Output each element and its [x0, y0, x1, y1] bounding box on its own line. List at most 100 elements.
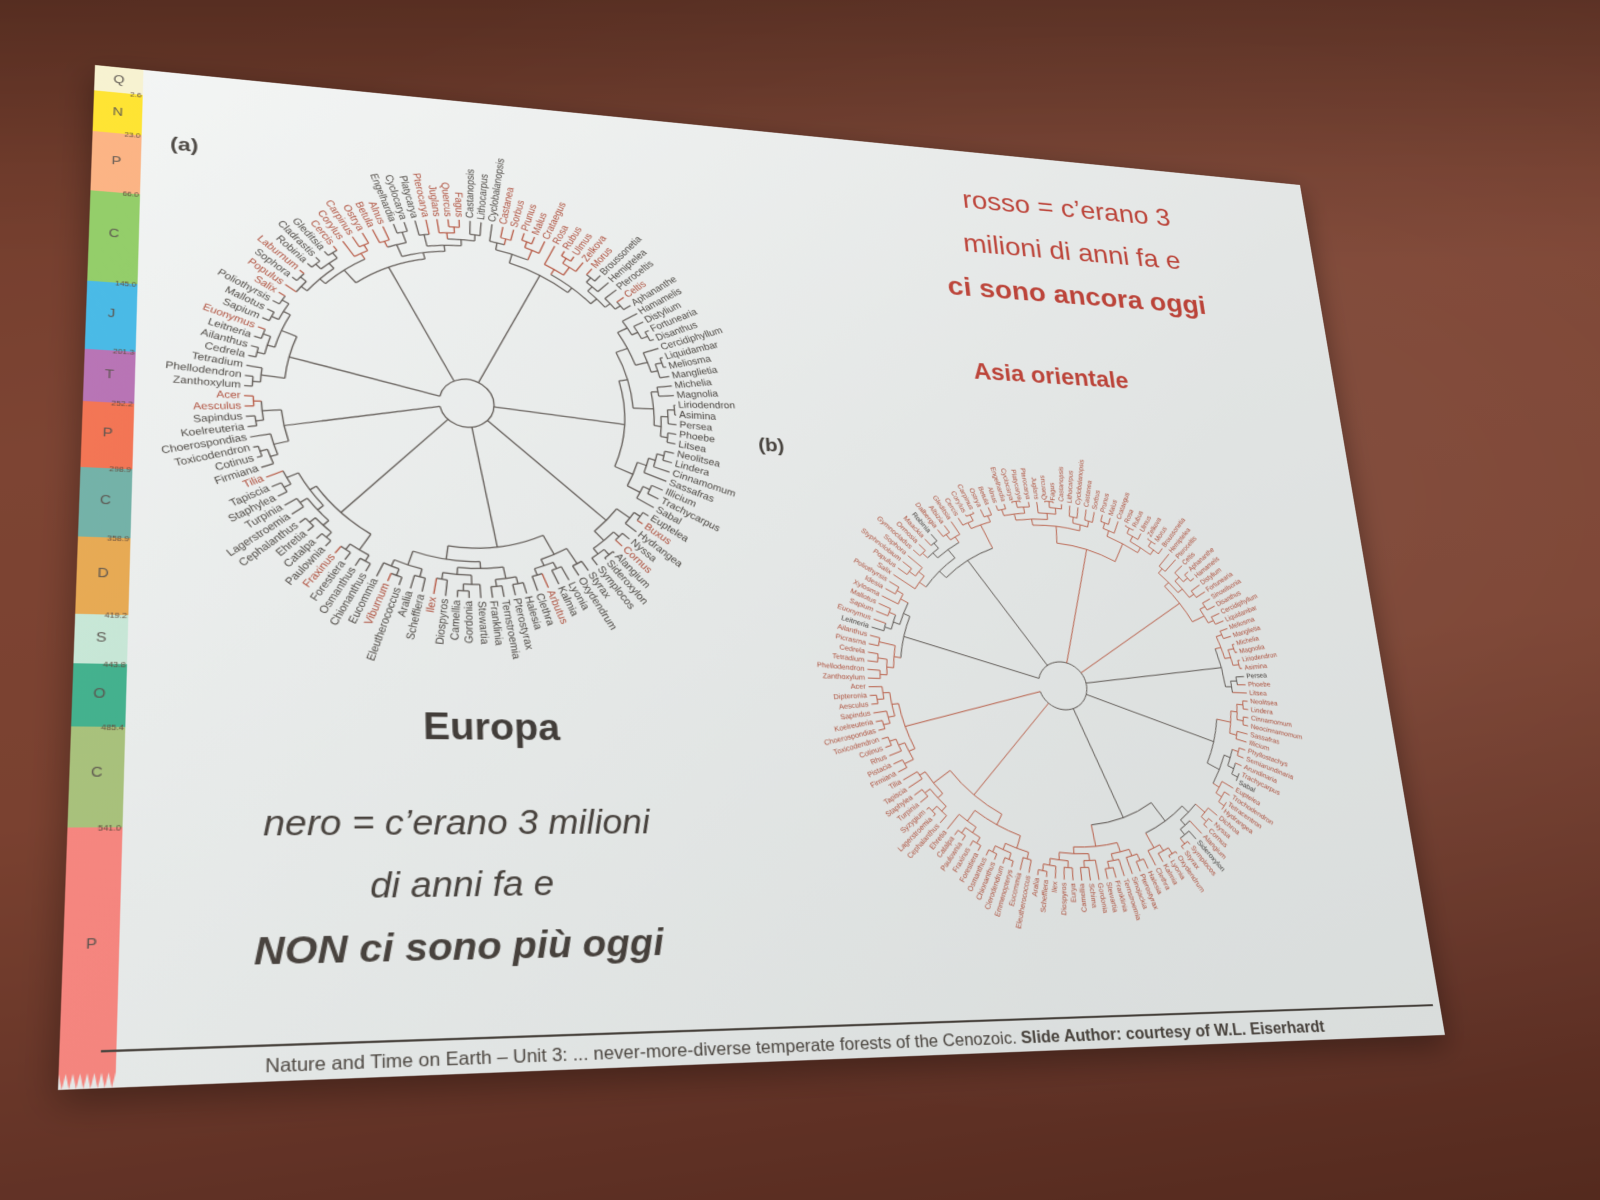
tree-branch — [1160, 845, 1164, 851]
tree-branch — [491, 587, 492, 598]
tree-leaf-label: Neolitsea — [1250, 697, 1279, 707]
tree-branch — [1073, 847, 1074, 854]
tree-branch — [1148, 541, 1152, 546]
tree-branch — [246, 415, 255, 417]
tree-branch — [867, 669, 879, 670]
timescale-letter: N — [112, 103, 124, 118]
tree-arc — [605, 298, 615, 309]
tree-arc — [1200, 609, 1208, 623]
tree-branch — [1223, 636, 1231, 639]
tree-branch — [1129, 849, 1132, 856]
tree-branch — [1072, 517, 1074, 523]
tree-branch — [278, 491, 287, 496]
tree-branch — [623, 305, 631, 310]
tree-arc — [279, 303, 289, 320]
tree-arc — [930, 789, 946, 806]
tree-branch — [869, 644, 879, 646]
tree-branch — [1215, 647, 1221, 649]
tree-branch — [660, 376, 670, 378]
timescale-letter: P — [85, 933, 98, 952]
tree-branch — [1137, 534, 1142, 540]
tree-branch — [885, 589, 895, 594]
tree-branch — [552, 570, 559, 584]
tree-arc — [647, 485, 652, 494]
tree-branch — [663, 367, 666, 368]
tree-branch — [389, 267, 454, 381]
tree-branch — [1129, 536, 1133, 541]
tree-branch — [284, 484, 291, 488]
tree-leaf-label: Sapindus — [192, 411, 243, 425]
tree-branch — [1224, 792, 1229, 795]
tree-asia-orientale: ZanthoxylumPhellodendronTetradiumCedrela… — [817, 458, 1303, 929]
tree-branch — [532, 576, 537, 590]
tree-branch — [871, 704, 878, 705]
tree-branch — [966, 810, 976, 821]
tree-branch — [649, 458, 656, 460]
tree-branch — [1237, 720, 1243, 721]
tree-branch — [613, 531, 620, 538]
tree-branch — [968, 560, 1048, 665]
tree-branch — [267, 309, 274, 312]
tree-arc — [927, 548, 940, 558]
tree-branch — [651, 371, 658, 373]
tree-branch — [1239, 748, 1245, 750]
tree-arc — [380, 239, 390, 243]
tree-branch — [919, 544, 925, 550]
tree-arc — [1111, 849, 1130, 854]
tree-branch — [472, 427, 497, 547]
timescale-letter: D — [97, 563, 110, 580]
tree-leaf-label: Lithocarpus — [1065, 469, 1074, 503]
black-legend-line-1: nero = c’erano 3 milioni — [263, 802, 651, 844]
tree-branch — [1076, 507, 1080, 518]
tree-branch — [898, 568, 907, 575]
tree-branch — [889, 739, 896, 741]
tree-branch — [543, 535, 554, 554]
tree-branch — [383, 227, 389, 240]
timescale-segment: 419.2 S — [73, 614, 128, 664]
tree-branch — [654, 426, 661, 427]
tree-leaf-label: Franklinia — [487, 600, 506, 646]
tree-arc — [297, 498, 304, 506]
tree-branch — [248, 425, 257, 427]
tree-branch — [1219, 802, 1224, 806]
tree-branch — [372, 229, 379, 242]
tree-branch — [1084, 861, 1085, 868]
tree-branch — [553, 562, 556, 568]
tree-branch — [257, 352, 265, 354]
phylogenetic-trees-svg: ZanthoxylumPhellodendronTetradiumCedrela… — [160, 157, 1303, 930]
tree-branch — [1046, 872, 1048, 877]
tree-branch — [1199, 606, 1205, 609]
tree-branch — [316, 533, 322, 538]
tree-branch — [667, 410, 674, 411]
tree-branch — [1201, 817, 1206, 822]
tree-branch — [1211, 613, 1220, 617]
tree-branch — [869, 686, 883, 687]
tree-arc — [281, 483, 287, 492]
tree-leaf-label: Litsea — [1249, 689, 1268, 698]
tree-branch — [399, 577, 402, 585]
tree-branch — [260, 449, 268, 451]
timescale-age: 2.6 — [130, 90, 142, 100]
tree-branch — [923, 553, 928, 558]
tree-branch — [541, 559, 544, 565]
tree-arc — [906, 568, 912, 574]
tree-arc — [1214, 781, 1223, 793]
timescale-segment: 298.9 C — [78, 467, 132, 538]
tree-branch — [495, 580, 496, 587]
tree-branch — [913, 550, 920, 556]
tree-branch — [1054, 866, 1057, 878]
tree-branch — [645, 330, 649, 332]
tree-branch — [326, 532, 331, 537]
tree-branch — [384, 241, 387, 247]
tree-branch — [594, 531, 603, 540]
tree-branch — [333, 253, 338, 258]
tree-branch — [359, 534, 371, 550]
tree-leaf-label: Aesculus — [193, 400, 242, 412]
tree-branch — [988, 516, 991, 522]
tree-branch — [1111, 854, 1113, 861]
tree-arc — [995, 846, 1011, 853]
tree-branch — [1015, 836, 1021, 848]
tree-arc — [959, 814, 976, 827]
tree-arc — [269, 312, 274, 321]
tree-branch — [976, 837, 980, 843]
